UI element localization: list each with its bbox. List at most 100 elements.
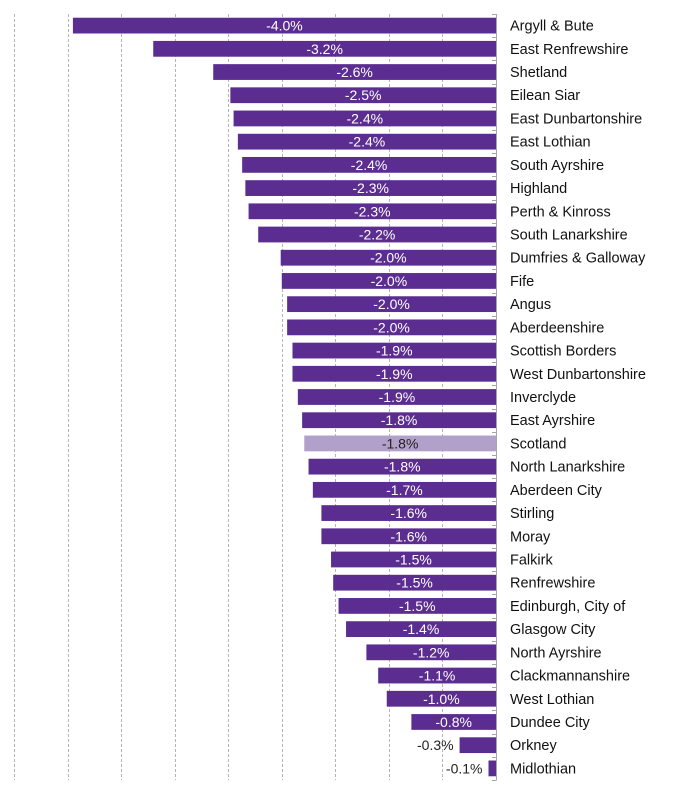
data-label: -3.2% xyxy=(306,41,343,57)
category-label: East Renfrewshire xyxy=(510,42,628,58)
data-label: -2.3% xyxy=(354,203,391,219)
bar xyxy=(411,714,496,730)
bar xyxy=(242,156,496,173)
data-label: -2.0% xyxy=(371,273,408,289)
category-label: South Lanarkshire xyxy=(510,228,628,244)
bar xyxy=(308,458,496,475)
data-label: -1.9% xyxy=(376,343,413,359)
data-label: -1.2% xyxy=(413,644,450,660)
data-label: -2.4% xyxy=(351,157,388,173)
category-label: North Lanarkshire xyxy=(510,460,625,476)
bar xyxy=(281,273,496,289)
bar xyxy=(292,365,496,382)
category-label: Orkney xyxy=(510,738,557,754)
bar xyxy=(488,760,496,777)
bar xyxy=(292,342,496,359)
category-label: Dumfries & Galloway xyxy=(510,251,646,267)
bar xyxy=(302,412,496,429)
data-label: -2.2% xyxy=(359,227,396,243)
bar xyxy=(230,87,496,104)
data-label: -2.0% xyxy=(370,250,407,266)
data-label: -2.0% xyxy=(373,319,410,335)
category-label: West Dunbartonshire xyxy=(510,367,646,383)
data-label: -1.8% xyxy=(381,412,418,428)
data-label: -1.8% xyxy=(384,459,421,475)
data-label: -4.0% xyxy=(266,18,303,34)
bar xyxy=(312,481,496,498)
data-label: -1.7% xyxy=(386,482,423,498)
bar xyxy=(248,203,496,220)
category-label: Dundee City xyxy=(510,715,591,731)
bar xyxy=(331,551,496,568)
category-label: Eilean Siar xyxy=(510,88,580,104)
data-label: -1.6% xyxy=(390,528,427,544)
data-label: -1.5% xyxy=(395,551,432,567)
category-label: Glasgow City xyxy=(510,622,596,638)
data-label: -2.4% xyxy=(346,110,383,126)
category-labels: Argyll & Bute East Renfrewshire Shetland Ei… xyxy=(510,19,646,778)
bar xyxy=(378,667,496,684)
category-label: East Dunbartonshire xyxy=(510,111,642,127)
bar xyxy=(321,528,496,545)
bar xyxy=(245,180,496,196)
category-label: Scottish Borders xyxy=(510,344,616,360)
category-axis xyxy=(492,14,497,781)
bars xyxy=(72,17,497,777)
data-label: -1.8% xyxy=(382,435,419,451)
category-label: Shetland xyxy=(510,65,567,81)
category-label: Midlothian xyxy=(510,761,576,777)
data-label: -1.9% xyxy=(376,366,413,382)
bar xyxy=(333,574,496,591)
bar-highlight xyxy=(304,435,496,452)
category-label: East Ayrshire xyxy=(510,413,595,429)
bar xyxy=(280,249,496,266)
data-label: -1.0% xyxy=(423,691,460,707)
bar xyxy=(233,110,497,127)
category-label: Renfrewshire xyxy=(510,576,595,592)
bar xyxy=(386,690,496,707)
data-label: -1.9% xyxy=(379,389,416,405)
data-label: -0.1% xyxy=(446,760,483,776)
category-label: Perth & Kinross xyxy=(510,204,611,220)
data-label: -2.5% xyxy=(345,87,382,103)
bar xyxy=(321,505,496,521)
category-label: West Lothian xyxy=(510,692,594,708)
bar xyxy=(153,40,496,57)
category-label: Clackmannanshire xyxy=(510,669,630,685)
bar xyxy=(237,133,496,150)
data-labels: -4.0%-3.2% -2.6% -2.5% -2.4% -2.4% -2.4% -2.3%… xyxy=(266,18,482,777)
bar xyxy=(213,64,496,80)
data-label: -2.3% xyxy=(352,180,389,196)
bar xyxy=(258,226,496,243)
data-label: -1.4% xyxy=(403,621,440,637)
category-label: Edinburgh, City of xyxy=(510,599,626,615)
bar xyxy=(459,737,496,754)
data-label: -2.0% xyxy=(373,296,410,312)
bar xyxy=(346,621,496,638)
bar xyxy=(72,17,497,34)
data-label: -0.3% xyxy=(417,737,454,753)
category-label: South Ayrshire xyxy=(510,158,604,174)
category-label: Falkirk xyxy=(510,552,553,568)
category-label: Inverclyde xyxy=(510,390,576,406)
category-label: North Ayrshire xyxy=(510,645,602,661)
data-label: -0.8% xyxy=(435,714,472,730)
category-label: Highland xyxy=(510,181,567,197)
bar xyxy=(366,644,496,661)
category-label: Angus xyxy=(510,297,551,313)
category-label: Scotland xyxy=(510,436,566,452)
data-label: -1.5% xyxy=(399,598,436,614)
bar xyxy=(338,598,496,614)
data-label: -1.1% xyxy=(419,668,456,684)
category-label: East Lothian xyxy=(510,135,591,151)
bar xyxy=(287,319,496,336)
data-label: -1.6% xyxy=(390,505,427,521)
category-label: Moray xyxy=(510,529,551,545)
data-label: -2.4% xyxy=(349,134,386,150)
bar xyxy=(297,389,496,405)
category-label: Stirling xyxy=(510,506,554,522)
category-label: Fife xyxy=(510,274,534,290)
category-label: Argyll & Bute xyxy=(510,19,594,35)
data-label: -2.6% xyxy=(336,64,373,80)
